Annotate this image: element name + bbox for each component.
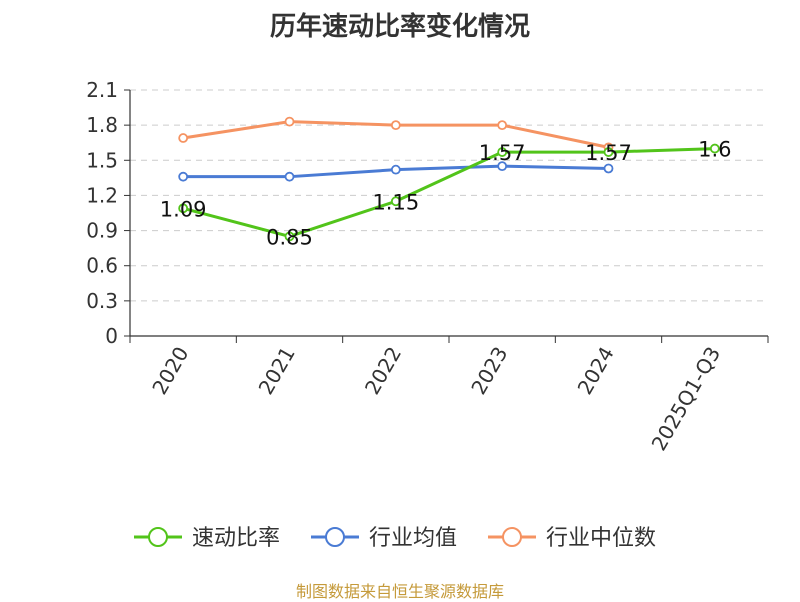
series-point-2-3	[497, 120, 508, 131]
y-tick-label: 1.2	[86, 183, 118, 207]
y-tick-label: 1.8	[86, 113, 118, 137]
y-tick-label: 1.5	[86, 148, 118, 172]
x-tick-label: 2024	[573, 343, 619, 399]
x-tick-label: 2020	[147, 343, 193, 399]
y-tick-label: 0.6	[86, 254, 118, 278]
series-point-2-2	[390, 120, 401, 131]
legend-marker	[325, 527, 345, 547]
series-point-0-5	[709, 143, 720, 154]
legend-label: 行业中位数	[546, 526, 656, 551]
x-tick-label: 2022	[360, 343, 406, 399]
series-point-2-0	[178, 133, 189, 143]
data-label: 1.15	[372, 190, 419, 214]
legend-item-0: 速动比率	[134, 526, 280, 551]
data-label: 1.57	[479, 141, 526, 165]
source-note: 制图数据来自恒生聚源数据库	[295, 582, 504, 601]
series-point-0-0	[178, 203, 189, 214]
legend-label: 速动比率	[192, 526, 280, 551]
series-point-2-1	[284, 116, 295, 127]
series-point-0-1	[284, 231, 295, 242]
series-point-0-2	[390, 196, 401, 207]
y-tick-label: 2.1	[86, 78, 118, 102]
series-point-0-4	[603, 147, 614, 157]
y-tick-label: 0.3	[86, 289, 118, 313]
gridlines	[130, 89, 768, 302]
x-tick-label: 2021	[254, 343, 300, 399]
data-labels: 1.09 0.85 1.15 1.57 1.57 1.6	[160, 138, 732, 250]
axes: 0 0.3 0.6 0.9 1.2 1.5 1.8 2.1 2020 2021 2022 2023 20…	[86, 78, 769, 455]
chart-title: 历年速动比率变化情况	[269, 12, 530, 42]
series-point-1-4	[603, 163, 614, 174]
y-tick-label: 0	[105, 324, 118, 348]
series-line-0	[182, 147, 715, 238]
legend-marker	[502, 527, 522, 547]
data-label: 1.6	[698, 138, 731, 162]
series-lines	[178, 116, 720, 242]
series-point-0-3	[497, 147, 508, 157]
data-label: 0.85	[266, 225, 313, 249]
series-point-1-1	[284, 171, 295, 182]
data-label: 1.57	[585, 141, 632, 165]
data-label: 1.09	[160, 197, 207, 221]
legend-item-2: 行业中位数	[488, 526, 656, 551]
legend-marker	[148, 527, 168, 547]
x-tick-label: 2025Q1-Q3	[646, 343, 725, 455]
series-point-1-3	[497, 161, 508, 172]
x-tick-label: 2023	[466, 342, 512, 398]
series-point-1-0	[178, 171, 189, 182]
legend-item-1: 行业均值	[311, 526, 457, 551]
series-point-1-2	[390, 164, 401, 175]
legend-label: 行业均值	[369, 526, 457, 551]
legend: 速动比率 行业均值 行业中位数	[134, 526, 656, 551]
y-tick-label: 0.9	[86, 219, 118, 243]
